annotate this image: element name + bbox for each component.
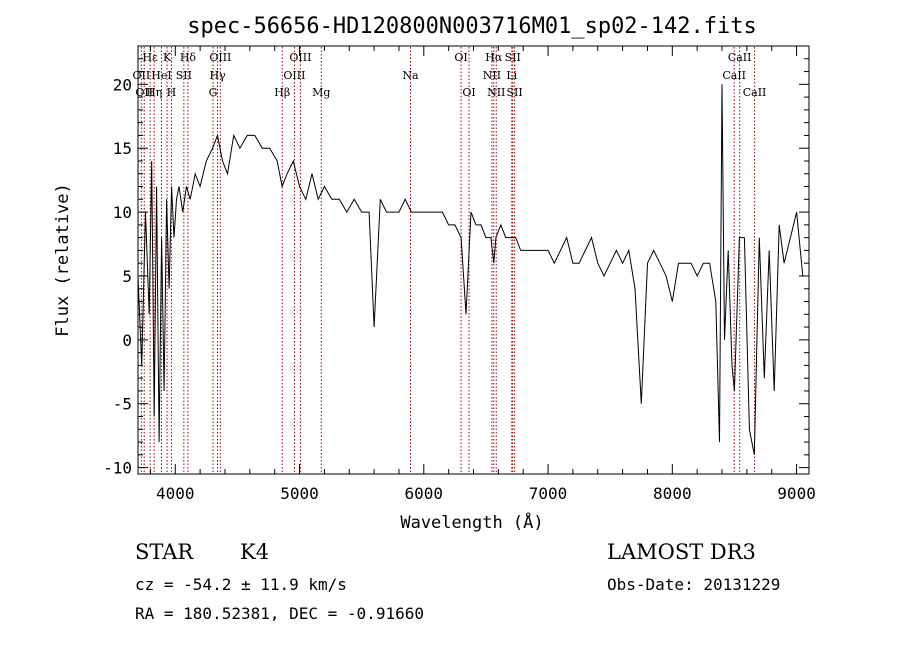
y-tick-label: 20 <box>113 75 132 94</box>
line-label: SII <box>176 69 192 82</box>
line-label: OII <box>135 86 153 99</box>
x-tick-label: 8000 <box>653 484 692 503</box>
x-axis-label: Wavelength (Å) <box>400 511 543 533</box>
x-tick-label: 6000 <box>405 484 444 503</box>
object-class: STAR <box>135 540 194 564</box>
line-label: OII <box>132 69 150 82</box>
y-axis: -10 -5 0 5 10 15 20 <box>103 58 809 478</box>
line-label: CaII <box>728 51 752 64</box>
line-label: CaII <box>743 86 767 99</box>
line-label: Hδ <box>180 51 197 64</box>
y-tick-label: -10 <box>103 459 132 478</box>
x-tick-label: 4000 <box>156 484 195 503</box>
plot-frame <box>137 45 810 475</box>
y-axis-label: Flux (relative) <box>53 183 73 337</box>
x-tick-label: 5000 <box>280 484 319 503</box>
x-axis: 4000 5000 6000 7000 8000 9000 <box>149 46 816 503</box>
line-label: NII <box>483 69 501 82</box>
redshift-value: cz = -54.2 ± 11.9 km/s <box>135 575 347 594</box>
x-tick-label: 7000 <box>529 484 568 503</box>
line-label: OIII <box>289 51 311 64</box>
spectrum-line <box>137 84 804 455</box>
line-label: Hγ <box>209 69 226 82</box>
survey-name: LAMOST DR3 <box>607 540 756 564</box>
line-label: Hβ <box>274 86 290 99</box>
line-label: Na <box>402 69 419 82</box>
chart-title: spec-56656-HD120800N003716M01_sp02-142.f… <box>187 14 757 39</box>
y-tick-label: 0 <box>122 331 132 350</box>
line-label: SII <box>507 86 523 99</box>
observation-date: Obs-Date: 20131229 <box>607 575 781 594</box>
line-label: K <box>163 51 172 64</box>
line-label: OI <box>462 86 475 99</box>
line-label: Li <box>506 69 517 82</box>
y-tick-label: 15 <box>113 139 132 158</box>
line-label: Hε <box>143 51 159 64</box>
line-label: H <box>167 86 177 99</box>
y-tick-label: 10 <box>113 203 132 222</box>
spectral-line-markers <box>140 47 756 473</box>
line-label: SII <box>505 51 521 64</box>
line-label: OIII <box>209 51 231 64</box>
line-label: CaII <box>722 69 746 82</box>
line-label: HeI <box>151 69 171 82</box>
spectral-line-labels: OII OII Hε Hη HeI K H SII Hδ G Hγ OIII Hβ OIII OIII Mg N… <box>132 51 766 99</box>
line-label: NII <box>487 86 505 99</box>
x-tick-label: 9000 <box>777 484 816 503</box>
line-label: Hη <box>146 86 162 99</box>
line-label: G <box>209 86 218 99</box>
coordinates: RA = 180.52381, DEC = -0.91660 <box>135 604 424 623</box>
line-label: Hα <box>485 51 503 64</box>
line-label: Mg <box>312 86 330 99</box>
line-label: OIII <box>283 69 305 82</box>
y-tick-label: -5 <box>113 395 132 414</box>
line-label: OI <box>454 51 467 64</box>
object-subclass: K4 <box>240 540 270 564</box>
y-tick-label: 5 <box>122 267 132 286</box>
